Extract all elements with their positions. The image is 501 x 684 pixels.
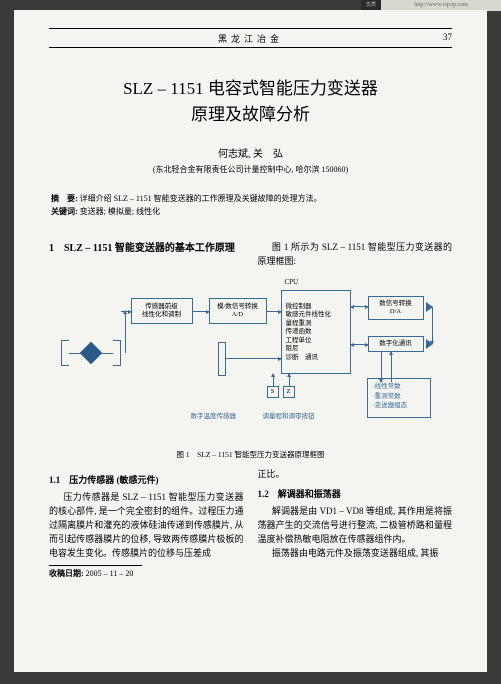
sensor-icon [61, 340, 121, 366]
arr-b1-b2 [193, 311, 209, 312]
dac-l1: 数信号转换 [379, 300, 412, 308]
box-adc-l2: A/D [232, 311, 243, 319]
figure-caption: 图 1 SLZ – 1151 智能型压力变送器原理框图 [49, 449, 452, 460]
temp-sensor-label: 数字温度传感器 [191, 410, 237, 420]
keywords-label: 关键词: [51, 207, 78, 216]
cpu-label: CPU [285, 278, 299, 286]
box-adc: 模/数信号转换 A/D [209, 298, 267, 324]
box-comm: 数字化通讯 [368, 336, 424, 352]
dac-l2: D/A [390, 308, 401, 316]
article-title: SLZ – 1151 电容式智能压力变送器 原理及故障分析 [49, 76, 452, 127]
mcu-l5: 工程单位 [286, 337, 312, 345]
comm-l1: 数字化通讯 [379, 340, 412, 348]
body-left: 1.1 压力传感器 (敏感元件) 压力传感器是 SLZ – 1151 智能型压力… [49, 468, 244, 580]
authors: 何志斌, 关 弘 [49, 145, 452, 160]
left-col: 1 SLZ – 1151 智能变送器的基本工作原理 [49, 241, 244, 269]
abstract-label: 摘 要: [51, 194, 78, 203]
block-diagram: CPU 传感器前级 线性化和调制 模/数信号转换 A/D 微控制器 敏感元件线性… [61, 278, 441, 443]
right-col: 图 1 所示为 SLZ – 1151 智能型压力变送器的原理框图: [258, 241, 453, 269]
section-1-num: 1 [49, 243, 54, 254]
mcu-l3: 量程重测 [286, 320, 312, 328]
mcu-l7: 诊断 通讯 [286, 354, 319, 362]
v-join [432, 307, 433, 344]
received-date: 收稿日期: 2005 – 11 – 20 [49, 568, 244, 580]
tune-label: 调量程和调零按钮 [263, 410, 315, 420]
abstract-text: 详细介绍 SLZ – 1151 智能变送器的工作原理及关键故障的处理方法。 [80, 194, 322, 203]
affiliation: (东北轻合金有限责任公司计量控制中心, 哈尔滨 150060) [49, 164, 452, 175]
title-line-1: SLZ – 1151 电容式智能压力变送器 [49, 76, 452, 102]
arr-z-up [289, 374, 290, 386]
z-button: Z [283, 386, 295, 398]
arr-b3-b5 [351, 344, 368, 345]
body-right: 正比。 1.2 解调器和振荡器 解调器是由 VD1 – VD8 等组成, 其作用… [258, 468, 453, 580]
box-dac: 数信号转换 D/A [368, 296, 424, 320]
temp-sensor-icon [218, 342, 226, 376]
header-rule-bottom [49, 47, 452, 48]
s-button: S [267, 386, 279, 398]
sec-1-1-heading: 1.1 压力传感器 (敏感元件) [49, 474, 244, 488]
mcu-l4: 传递函数 [286, 328, 312, 336]
box-adc-l1: 模/数信号转换 [217, 303, 258, 311]
figure-intro: 图 1 所示为 SLZ – 1151 智能型压力变送器的原理框图: [258, 241, 453, 269]
sec-1-1-body: 压力传感器是 SLZ – 1151 智能型压力变送器的核心部件, 是一个完全密封… [49, 491, 244, 561]
section-1-title: SLZ – 1151 智能变送器的基本工作原理 [64, 243, 235, 254]
keywords-text: 变送器; 模拟量; 线性化 [80, 207, 160, 216]
sec-1-2-body: 解调器是由 VD1 – VD8 等组成, 其作用是将振荡器产生的交流信号进行整流… [258, 505, 453, 547]
mcu-l2: 敏感元件线性化 [286, 311, 332, 319]
section-1-heading: 1 SLZ – 1151 智能变送器的基本工作原理 [49, 241, 244, 256]
sec-1-2-heading: 1.2 解调器和振荡器 [258, 488, 453, 502]
title-line-2: 原理及故障分析 [49, 102, 452, 128]
footer-date: 2005 – 11 – 20 [86, 569, 134, 578]
arr-temp-mcu [226, 358, 281, 359]
footer-rule [49, 565, 142, 566]
running-header: 黑龙江冶金 37 [49, 32, 452, 45]
arr-b3-b4 [351, 306, 368, 307]
body-columns: 1.1 压力传感器 (敏感元件) 压力传感器是 SLZ – 1151 智能型压力… [49, 468, 452, 580]
mcu-l6: 阻尼 [286, 345, 299, 353]
footer-label: 收稿日期: [49, 569, 84, 578]
sec-1-2-body2: 振荡器由电路元件及振荡变送器组成, 其振 [258, 547, 453, 561]
intro-columns: 1 SLZ – 1151 智能变送器的基本工作原理 图 1 所示为 SLZ – … [49, 241, 452, 269]
abstract-block: 摘 要: 详细介绍 SLZ – 1151 智能变送器的工作原理及关键故障的处理方… [49, 193, 452, 219]
memory-box [367, 378, 431, 418]
page: 黑龙江冶金 37 SLZ – 1151 电容式智能压力变送器 原理及故障分析 何… [14, 10, 487, 672]
journal-name: 黑龙江冶金 [79, 32, 422, 45]
arr-sensor-up [125, 311, 126, 353]
header-rule-top [49, 28, 452, 29]
box-frontend-l2: 线性化和调制 [142, 311, 181, 319]
box-mcu: 微控制器 敏感元件线性化 量程重测 传递函数 工程单位 阻尼 诊断 通讯 [281, 290, 351, 374]
box-frontend: 传感器前级 线性化和调制 [131, 298, 193, 324]
arr-s-up [273, 374, 274, 386]
sec-1-1-tail: 正比。 [258, 468, 453, 482]
arr-b2-b3 [267, 311, 281, 312]
page-number: 37 [422, 32, 452, 45]
